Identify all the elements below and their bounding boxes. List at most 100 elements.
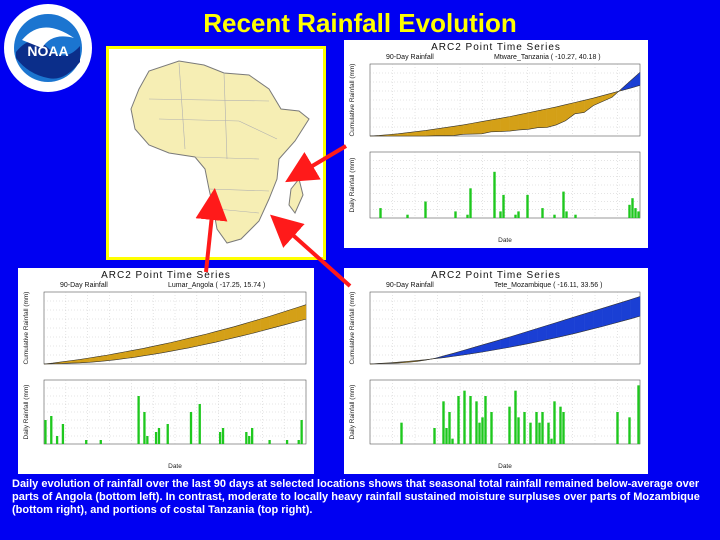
daily-rain-bar <box>469 188 472 218</box>
daily-rain-bar <box>245 432 248 444</box>
chart-panel-tanzania: ARC2 Point Time Series 90-Day Rainfall M… <box>344 40 648 248</box>
daily-rain-bar <box>553 401 556 444</box>
daily-rain-bar <box>499 211 502 218</box>
daily-rain-bar <box>535 412 538 444</box>
daily-rain-bar <box>400 422 403 444</box>
daily-rain-bar <box>285 440 289 444</box>
daily-rain-bar <box>637 211 640 218</box>
daily-rain-bar <box>445 428 448 444</box>
daily-rain-bar <box>248 436 251 444</box>
arrow-to-angola <box>195 188 228 273</box>
daily-rain-bar <box>574 214 577 218</box>
panel-left-label: 90-Day Rainfall <box>386 54 434 61</box>
panel-location-label: Mtware_Tanzania ( -10.27, 40.18 ) <box>494 54 601 61</box>
y-axis-label-daily: Daily Rainfall (mm) <box>349 158 356 213</box>
panel-left-label: 90-Day Rainfall <box>386 282 434 289</box>
x-axis-label: Date <box>498 463 512 470</box>
daily-rain-bar <box>493 171 496 218</box>
daily-rain-bar <box>523 412 526 444</box>
observed-cumulative-line <box>43 318 307 365</box>
daily-rain-bar <box>565 211 568 218</box>
daily-rain-bar <box>559 406 562 444</box>
observed-cumulative-line <box>370 72 641 137</box>
y-axis-label-cumulative: Cumulative Rainfall (mm) <box>349 292 356 365</box>
daily-rain-bar <box>44 420 47 444</box>
panel-title: ARC2 Point Time Series <box>431 270 561 281</box>
panel-location-label: Lumar_Angola ( -17.25, 15.74 ) <box>168 282 266 289</box>
panel-left-label: 90-Day Rainfall <box>60 282 108 289</box>
daily-rain-bar <box>406 214 409 218</box>
noaa-logo-text: NOAA <box>27 43 68 59</box>
daily-rain-bar <box>463 390 466 444</box>
arrow-to-mozambique <box>270 214 352 288</box>
daily-rain-bar <box>442 401 445 444</box>
daily-rain-bar <box>550 438 553 444</box>
daily-rain-bar <box>454 211 457 218</box>
x-axis-label: Date <box>168 463 182 470</box>
daily-rain-bar <box>529 422 532 444</box>
daily-rain-bar <box>634 208 637 218</box>
daily-rain-bar <box>628 417 631 444</box>
chart-panel-mozambique: ARC2 Point Time Series 90-Day Rainfall T… <box>344 268 648 474</box>
y-axis-label-cumulative: Cumulative Rainfall (mm) <box>349 64 356 137</box>
daily-rain-bar <box>517 417 520 444</box>
normal-cumulative-line <box>43 304 307 365</box>
daily-rain-bar <box>297 440 300 444</box>
daily-rain-bar <box>562 412 565 444</box>
daily-rain-bar <box>451 438 454 444</box>
daily-rain-bar <box>154 432 158 444</box>
daily-rain-bar <box>433 428 436 444</box>
panel-title: ARC2 Point Time Series <box>101 270 231 281</box>
y-axis-label-cumulative: Cumulative Rainfall (mm) <box>23 292 30 365</box>
chart-svg-angola: Cumulative Rainfall (mm) Daily Rainfall (… <box>23 292 307 470</box>
daily-rain-bar <box>300 420 303 444</box>
daily-rain-bar <box>85 440 88 444</box>
daily-rain-bar <box>146 436 149 444</box>
daily-rain-bar <box>490 412 493 444</box>
x-axis-label: Date <box>498 237 512 244</box>
daily-rain-bar <box>99 440 102 444</box>
daily-rain-bar <box>137 396 140 444</box>
daily-rain-bar <box>616 412 619 444</box>
chart-svg-tanzania: Cumulative Rainfall (mm) Daily Rainfall (… <box>349 64 641 244</box>
daily-rain-bar <box>218 432 222 444</box>
daily-rain-bar <box>166 424 169 444</box>
daily-rain-bar <box>553 214 556 218</box>
daily-rain-bar <box>547 422 550 444</box>
panel-location-label: Tete_Mozambique ( -16.11, 33.56 ) <box>494 282 603 289</box>
daily-rain-bar <box>250 428 254 444</box>
daily-rain-bar <box>143 412 146 444</box>
daily-rain-bar <box>628 204 631 218</box>
daily-rain-bar <box>448 412 451 444</box>
daily-rain-bar <box>61 424 65 444</box>
arrow-to-tanzania <box>285 144 348 183</box>
daily-rain-bar <box>469 396 472 444</box>
noaa-logo-icon: NOAA <box>4 4 92 92</box>
daily-rain-bar <box>55 436 59 444</box>
daily-rain-bar <box>379 208 382 218</box>
y-axis-label-daily: Daily Rainfall (mm) <box>349 385 356 440</box>
daily-rain-bar <box>484 396 487 444</box>
daily-rain-bar <box>514 390 517 444</box>
daily-rain-bar <box>221 428 225 444</box>
daily-rain-bar <box>268 440 271 444</box>
daily-rain-bar <box>157 428 161 444</box>
daily-rain-bar <box>189 412 193 444</box>
y-axis-label-daily: Daily Rainfall (mm) <box>23 385 30 440</box>
daily-rain-bar <box>478 422 481 444</box>
daily-rain-bar <box>541 412 544 444</box>
daily-rain-bar <box>508 406 511 444</box>
daily-rain-bar <box>457 396 460 444</box>
daily-rain-bar <box>466 214 469 218</box>
daily-rain-bar <box>50 416 53 444</box>
daily-rain-bar <box>637 385 640 444</box>
daily-rain-bar <box>538 422 541 444</box>
panel-title: ARC2 Point Time Series <box>431 42 561 53</box>
normal-cumulative-line <box>369 85 641 137</box>
chart-svg-mozambique: Cumulative Rainfall (mm) Daily Rainfall (… <box>349 292 641 470</box>
daily-rain-bar <box>198 404 201 444</box>
chart-panel-angola: ARC2 Point Time Series 90-Day Rainfall L… <box>18 268 314 474</box>
normal-cumulative-line <box>369 315 641 365</box>
page-title: Recent Rainfall Evolution <box>203 8 517 38</box>
